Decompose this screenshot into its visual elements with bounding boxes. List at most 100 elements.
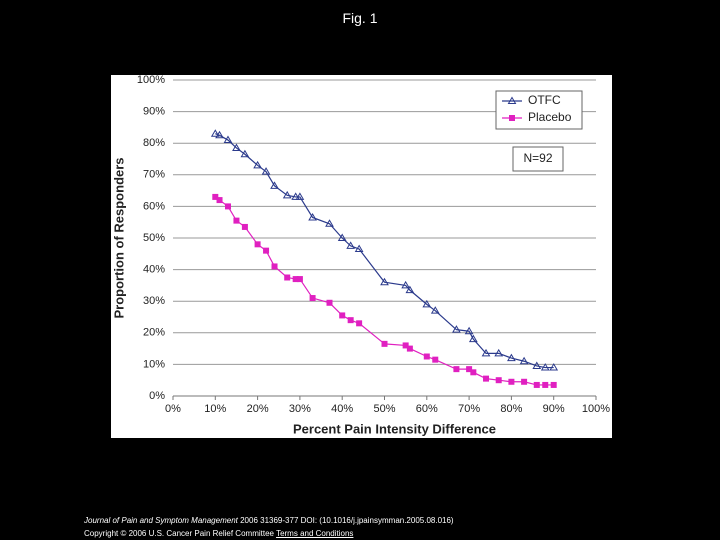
marker <box>309 295 316 302</box>
marker <box>483 375 490 382</box>
y-tick-label: 40% <box>143 264 165 276</box>
marker <box>292 276 299 283</box>
y-tick-label: 60% <box>143 200 165 212</box>
marker <box>519 356 529 365</box>
marker <box>422 299 432 308</box>
x-tick-label: 40% <box>331 403 353 415</box>
marker <box>507 96 517 104</box>
marker <box>430 306 440 314</box>
legend-label: Placebo <box>528 110 572 124</box>
marker <box>481 348 491 357</box>
marker <box>509 115 515 121</box>
marker <box>261 167 271 175</box>
x-tick-label: 60% <box>416 403 438 415</box>
marker <box>432 356 439 363</box>
marker <box>521 378 528 385</box>
marker <box>325 219 334 227</box>
terms-link[interactable]: Terms and Conditions <box>276 529 354 538</box>
marker <box>464 326 474 335</box>
marker <box>532 361 542 369</box>
y-tick-label: 100% <box>137 74 165 86</box>
slide-title: Fig. 1 <box>342 10 378 26</box>
marker <box>453 366 460 373</box>
journal-name: Journal of Pain and Symptom Management <box>84 516 238 525</box>
chart-background <box>111 75 612 438</box>
marker <box>356 320 363 327</box>
marker <box>212 193 219 200</box>
annotation-box <box>512 146 564 172</box>
marker <box>354 244 364 253</box>
marker <box>507 353 516 362</box>
marker <box>271 263 278 270</box>
marker <box>215 130 224 139</box>
y-tick-label: 30% <box>143 295 165 307</box>
marker <box>224 203 231 210</box>
marker <box>295 192 305 200</box>
marker <box>326 299 333 306</box>
marker <box>210 129 220 137</box>
marker <box>423 353 430 360</box>
y-tick-label: 0% <box>149 390 165 402</box>
x-tick-label: 10% <box>204 403 226 415</box>
marker <box>284 274 291 281</box>
x-tick-label: 80% <box>500 403 522 415</box>
marker <box>542 381 549 388</box>
y-tick-label: 80% <box>143 137 165 149</box>
y-tick-label: 50% <box>143 232 165 244</box>
x-tick-label: 100% <box>582 403 610 415</box>
marker <box>241 223 248 230</box>
marker <box>308 212 317 221</box>
legend-box <box>495 90 583 130</box>
marker <box>339 312 346 319</box>
marker <box>263 247 270 254</box>
marker <box>550 381 557 388</box>
marker <box>533 381 540 388</box>
marker <box>291 192 301 200</box>
x-tick-label: 90% <box>543 403 565 415</box>
marker <box>466 366 473 373</box>
citation: 2006 31369-377 DOI: (10.1016/j.jpainsymm… <box>240 516 454 525</box>
marker <box>216 197 223 204</box>
marker <box>508 378 515 385</box>
marker <box>401 280 411 289</box>
x-tick-label: 30% <box>289 403 311 415</box>
y-axis-label: Proportion of Responders <box>111 157 126 318</box>
marker <box>402 342 409 349</box>
y-tick-label: 70% <box>143 169 165 181</box>
x-tick-label: 0% <box>165 403 181 415</box>
marker <box>232 143 241 151</box>
marker <box>549 363 559 371</box>
marker <box>223 135 233 144</box>
marker <box>254 241 261 248</box>
footer: Journal of Pain and Symptom Management 2… <box>84 514 454 540</box>
x-tick-label: 70% <box>458 403 480 415</box>
marker <box>253 160 262 169</box>
marker <box>380 277 389 286</box>
copyright: Copyright © 2006 U.S. Cancer Pain Relief… <box>84 529 274 538</box>
y-tick-label: 10% <box>143 358 165 370</box>
marker <box>233 217 240 224</box>
marker <box>282 190 292 199</box>
y-tick-label: 20% <box>143 327 165 339</box>
annotation: N=92 <box>523 151 552 165</box>
marker <box>405 285 415 294</box>
marker <box>240 149 250 158</box>
y-tick-label: 90% <box>143 106 165 118</box>
series-line <box>215 133 554 369</box>
marker <box>270 181 279 189</box>
marker <box>347 317 354 324</box>
x-tick-label: 50% <box>373 403 395 415</box>
x-tick-label: 20% <box>247 403 269 415</box>
marker <box>495 377 502 384</box>
marker <box>346 241 356 249</box>
marker <box>452 325 461 333</box>
marker <box>406 345 413 352</box>
marker <box>540 363 550 371</box>
marker <box>494 348 504 357</box>
marker <box>468 334 478 343</box>
marker <box>381 340 388 347</box>
marker <box>296 276 303 283</box>
legend-label: OTFC <box>528 93 561 107</box>
